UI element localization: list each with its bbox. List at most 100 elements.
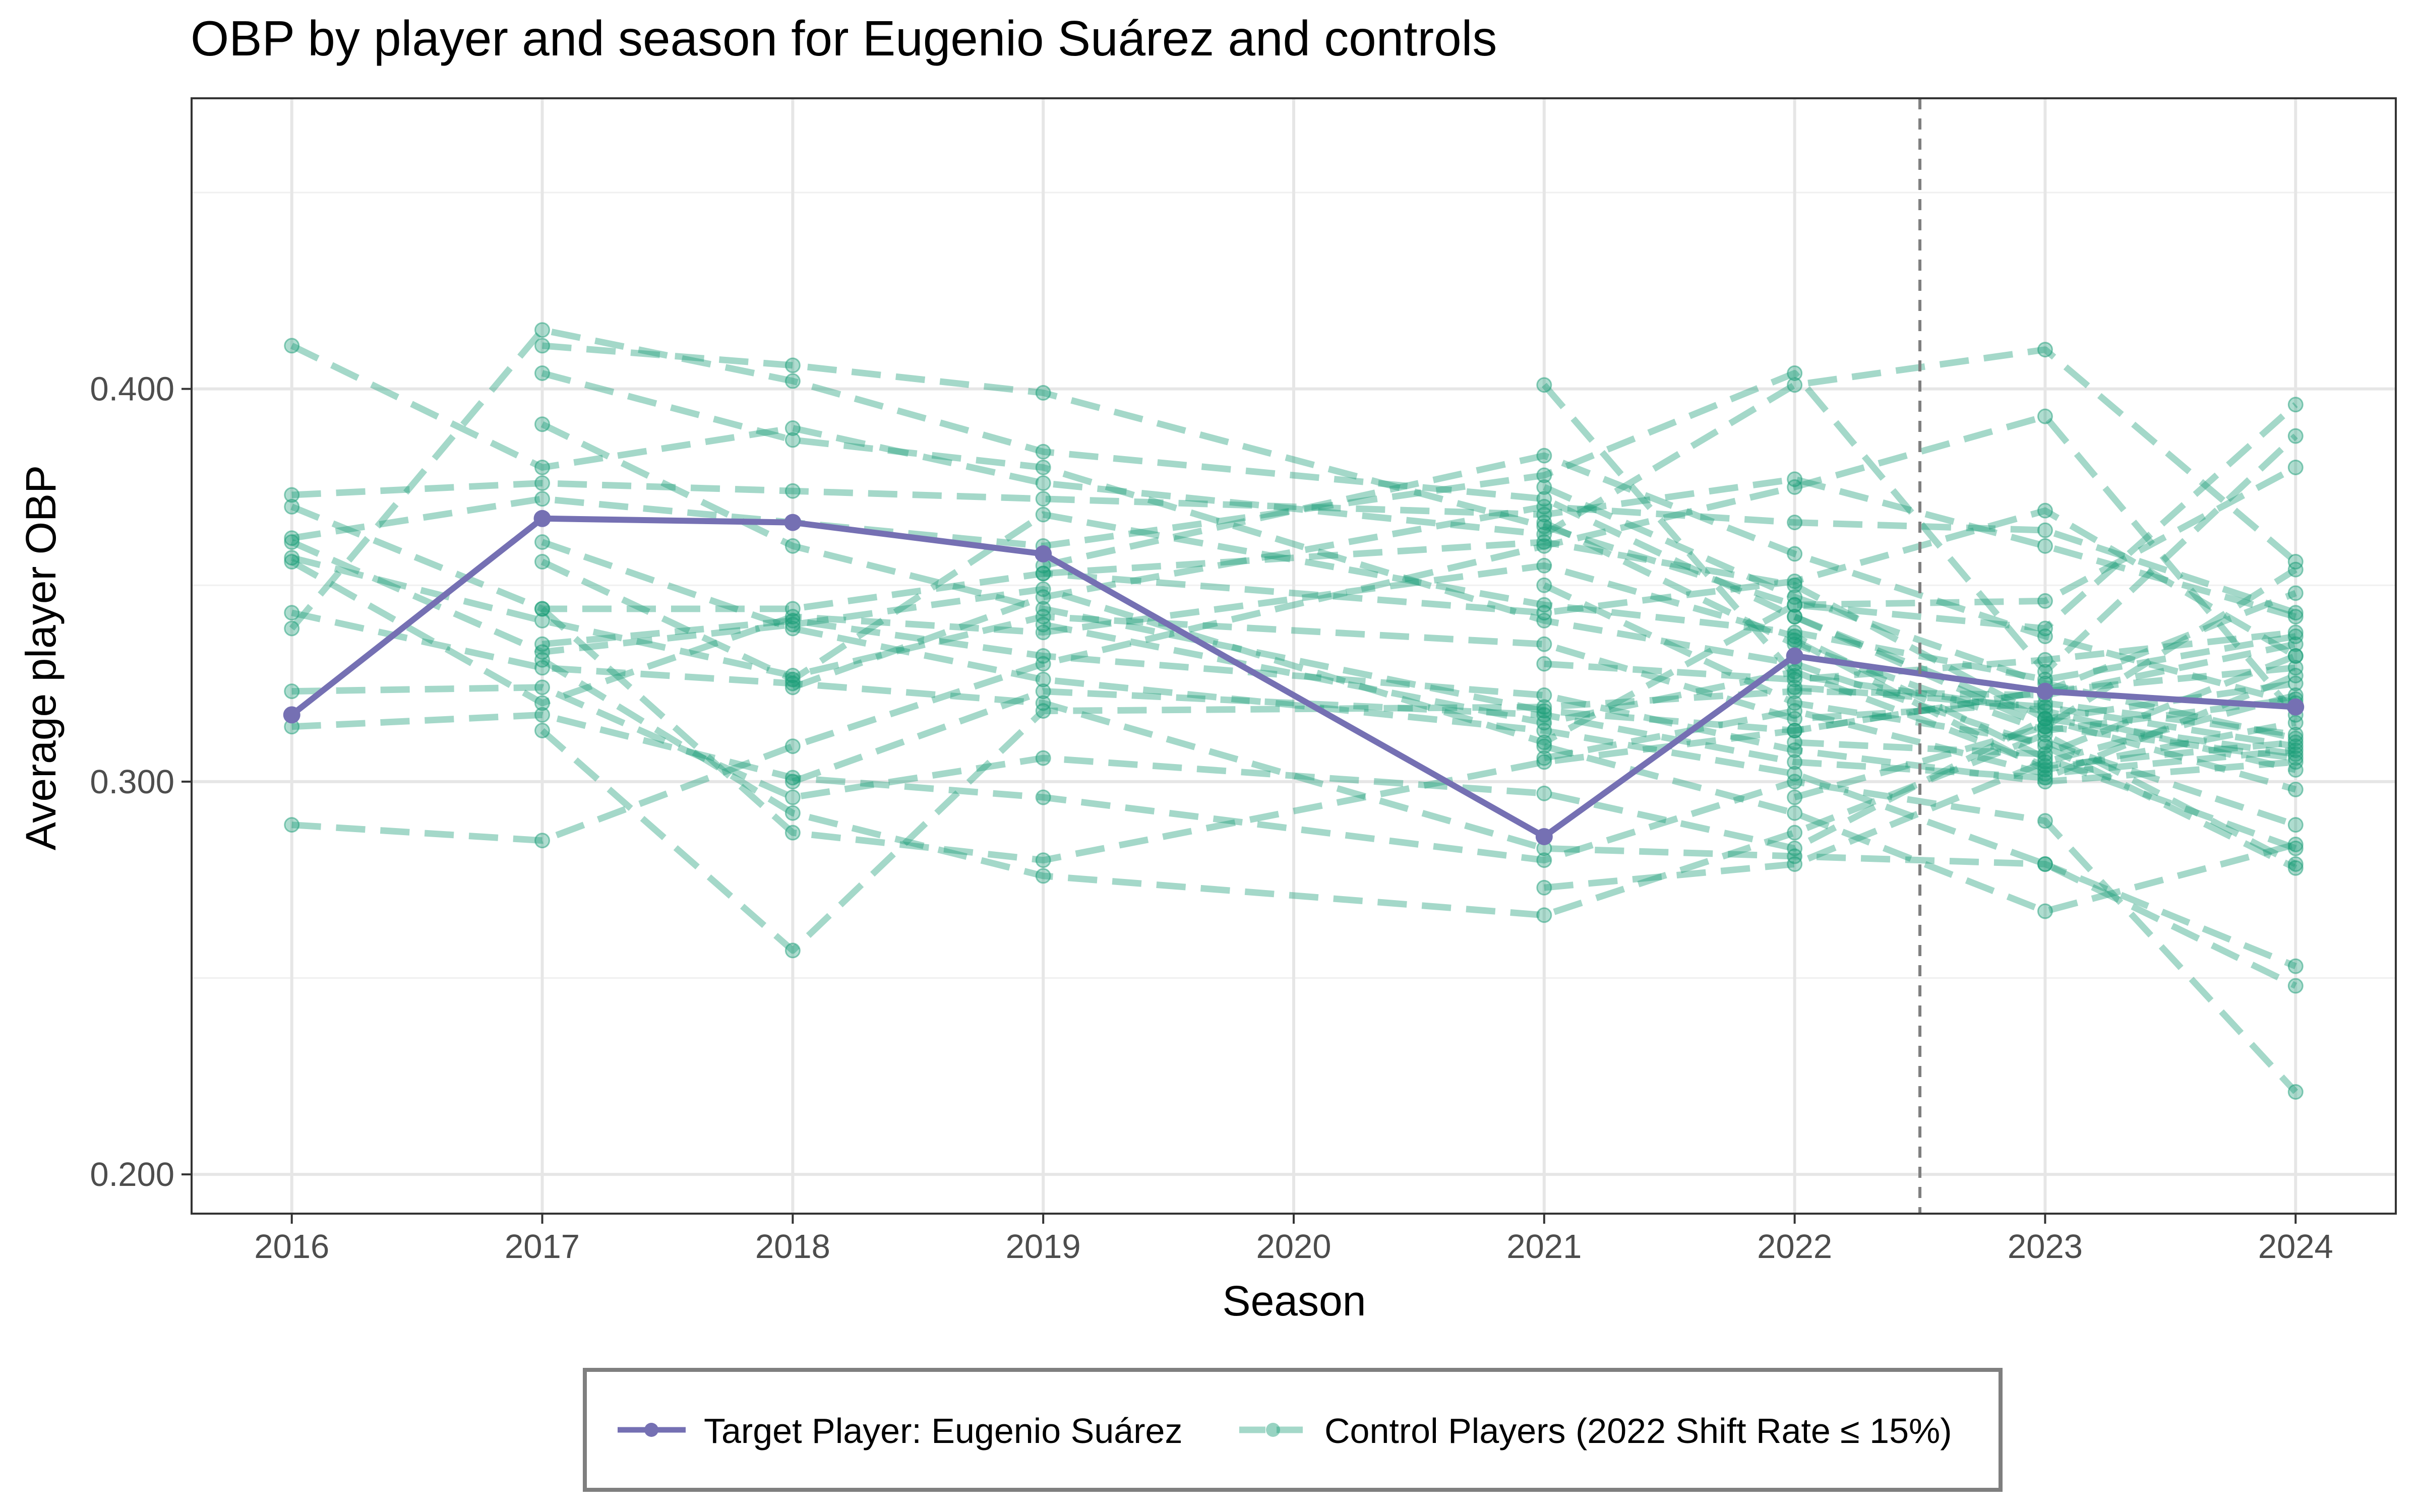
control-series-point xyxy=(2287,730,2304,746)
control-series-point xyxy=(1536,507,1552,523)
control-series-line xyxy=(1794,653,2297,758)
target-series-line xyxy=(289,515,2296,840)
control-series-point xyxy=(784,738,801,754)
control-series-point xyxy=(534,723,551,739)
control-series-point xyxy=(2287,837,2304,853)
control-series-point xyxy=(1536,612,1552,628)
control-series-point xyxy=(1035,789,1051,805)
control-series-point xyxy=(1035,703,1051,719)
control-series-point xyxy=(1787,840,1803,856)
control-series-point xyxy=(784,620,801,637)
x-tick-label: 2023 xyxy=(2008,1228,2083,1266)
control-series-line xyxy=(291,684,2296,852)
control-series-point xyxy=(1035,750,1051,766)
x-tick-label: 2021 xyxy=(1506,1228,1582,1266)
target-series-point xyxy=(1786,647,1803,665)
control-series-line xyxy=(1543,582,2297,828)
control-series-point xyxy=(1035,507,1051,523)
control-series-point xyxy=(1035,648,1051,664)
control-series-point xyxy=(784,616,801,633)
control-series-point xyxy=(1035,683,1051,700)
control-series-point xyxy=(1787,577,1803,593)
control-series-point xyxy=(2037,758,2053,774)
control-series-point xyxy=(1536,605,1552,621)
control-series-point xyxy=(2037,342,2053,358)
control-series-point xyxy=(2037,774,2053,790)
control-series-point xyxy=(2287,781,2304,797)
control-series-point xyxy=(2287,738,2304,754)
control-series-point xyxy=(2287,605,2304,621)
control-series-point xyxy=(1536,577,1552,593)
control-series-line xyxy=(290,558,2297,852)
control-series-point xyxy=(2287,734,2304,750)
control-series-point xyxy=(1035,852,1051,868)
control-series-point xyxy=(784,483,801,499)
control-series-point xyxy=(284,620,300,637)
control-series-point xyxy=(534,491,551,507)
control-series-line xyxy=(1543,484,2296,742)
control-series-point xyxy=(1035,624,1051,641)
control-series-point xyxy=(2037,754,2053,770)
control-series-point xyxy=(1787,573,1803,589)
control-series-point xyxy=(1536,597,1552,613)
control-series-point xyxy=(284,605,300,621)
control-series-point xyxy=(2287,624,2304,641)
control-series-point xyxy=(1536,754,1552,770)
x-tick-label: 2017 xyxy=(505,1228,580,1266)
control-series-point xyxy=(2037,711,2053,727)
control-series-point xyxy=(2037,723,2053,739)
control-series-point xyxy=(2287,958,2304,974)
control-series-point xyxy=(2287,856,2304,872)
control-series-line xyxy=(541,342,2297,608)
control-series-point xyxy=(784,667,801,683)
control-series-point xyxy=(2287,428,2304,444)
control-series-point xyxy=(1536,687,1552,703)
control-series-point xyxy=(1536,907,1552,923)
control-series-point xyxy=(784,601,801,617)
control-series-point xyxy=(1787,624,1803,641)
control-series-point xyxy=(2287,459,2304,475)
control-series-point xyxy=(1035,589,1051,605)
control-series-point xyxy=(2287,553,2304,570)
control-series-point xyxy=(1035,671,1051,687)
control-series-point xyxy=(1536,699,1552,715)
control-series-point xyxy=(1536,715,1552,731)
y-tick-label: 0.200 xyxy=(90,1156,174,1193)
control-series-point xyxy=(1787,723,1803,739)
control-series-point xyxy=(1787,479,1803,495)
control-series-point xyxy=(534,338,551,354)
control-series-line xyxy=(792,672,2297,785)
control-series-point xyxy=(2287,742,2304,759)
control-series-point xyxy=(2287,762,2304,778)
control-series-point xyxy=(534,612,551,628)
control-series-point xyxy=(2287,715,2304,731)
control-series-point xyxy=(1536,498,1552,515)
control-series-point xyxy=(1536,656,1552,672)
control-series-point xyxy=(1787,825,1803,841)
x-tick-label: 2024 xyxy=(2258,1228,2333,1266)
control-series-point xyxy=(784,774,801,790)
control-series-point xyxy=(2287,1084,2304,1100)
control-series-point xyxy=(534,459,551,475)
control-series-point xyxy=(1536,750,1552,766)
y-axis-title: Average player OBP xyxy=(17,465,65,850)
control-series-point xyxy=(1787,683,1803,700)
control-series-point xyxy=(1536,738,1552,754)
control-series-point xyxy=(284,530,300,546)
control-series-point xyxy=(1787,679,1803,696)
control-series-point xyxy=(1035,616,1051,633)
control-series-point xyxy=(1536,879,1552,896)
target-series-point xyxy=(2287,698,2305,716)
control-series-point xyxy=(1536,703,1552,719)
control-series-point xyxy=(1536,534,1552,550)
target-series-point xyxy=(283,706,300,724)
control-series-line xyxy=(540,657,2297,919)
control-series-point xyxy=(1035,656,1051,672)
x-tick-label: 2016 xyxy=(254,1228,329,1266)
control-series-line xyxy=(1543,708,2296,777)
control-series-point xyxy=(2287,726,2304,742)
control-series-point xyxy=(534,695,551,711)
control-series-point xyxy=(1787,734,1803,750)
y-tick-label: 0.400 xyxy=(90,370,174,408)
control-series-point xyxy=(534,601,551,617)
